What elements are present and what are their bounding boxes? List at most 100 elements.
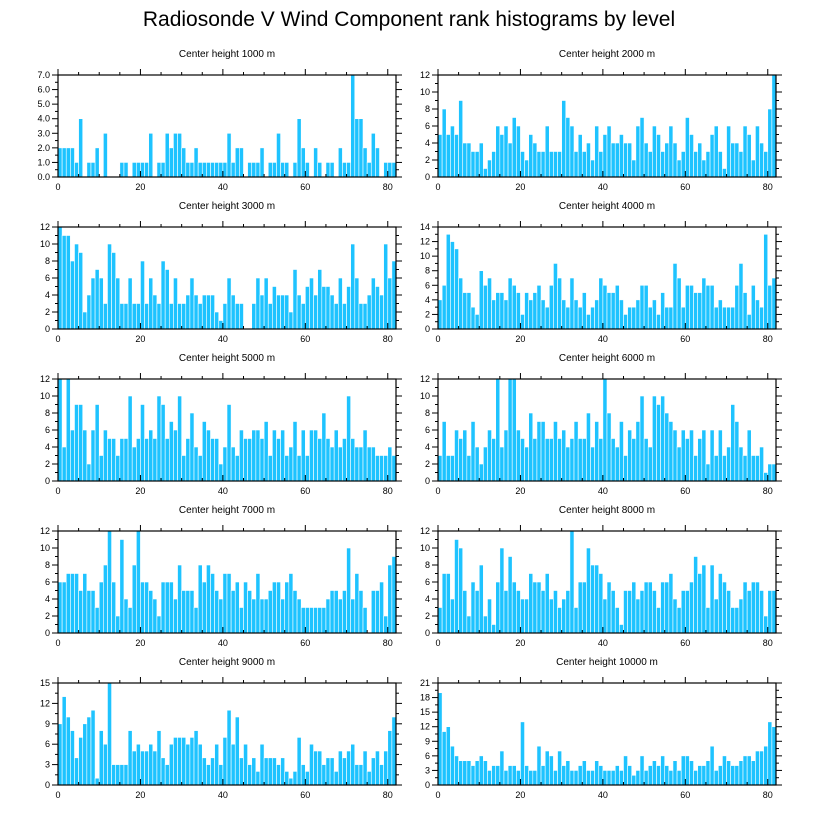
histogram-bar xyxy=(391,556,397,634)
histogram-bar xyxy=(119,539,125,634)
histogram-bar xyxy=(577,581,583,634)
histogram-bar xyxy=(511,765,517,786)
y-tick-label: 12 xyxy=(420,70,430,80)
histogram-bar xyxy=(544,438,550,482)
histogram-bar xyxy=(305,607,310,634)
histogram-bar xyxy=(726,760,731,786)
histogram-bar xyxy=(313,607,318,634)
histogram-bar xyxy=(70,573,75,634)
histogram-bar xyxy=(152,294,158,330)
histogram-bar xyxy=(536,581,542,634)
histogram-bar xyxy=(296,118,302,178)
histogram-bar xyxy=(565,306,571,330)
histogram-bar xyxy=(247,764,253,786)
y-tick-label: 10 xyxy=(420,87,430,97)
histogram-bar xyxy=(222,737,228,786)
histogram-bar xyxy=(383,455,389,482)
histogram-bar xyxy=(210,162,215,178)
histogram-bar xyxy=(738,760,744,786)
y-tick-label: 4.0 xyxy=(37,114,50,124)
histogram-bar xyxy=(685,755,690,786)
histogram-bar xyxy=(284,771,290,786)
histogram-bar xyxy=(61,696,67,786)
histogram-bar xyxy=(354,573,360,634)
histogram-bar xyxy=(333,303,339,330)
histogram-bar xyxy=(441,284,447,330)
histogram-bar xyxy=(660,395,666,482)
histogram-bar xyxy=(441,421,447,482)
histogram-bar xyxy=(697,573,703,634)
histogram-bar xyxy=(503,590,509,634)
x-tick-label: 20 xyxy=(135,486,145,496)
histogram-bar xyxy=(590,159,595,178)
histogram-bar xyxy=(309,743,314,786)
histogram-bar xyxy=(738,263,744,330)
x-tick-label: 60 xyxy=(680,182,690,192)
histogram-bar xyxy=(350,243,356,330)
y-tick-label: 6 xyxy=(425,751,430,761)
histogram-bar xyxy=(660,581,666,634)
histogram-bar xyxy=(664,765,670,786)
y-tick-label: 0 xyxy=(425,172,430,182)
panel-title: Center height 10000 m xyxy=(556,657,658,668)
histogram-bar xyxy=(251,303,257,330)
y-tick-label: 0 xyxy=(45,780,50,790)
histogram-bar xyxy=(321,412,327,482)
histogram-bar xyxy=(652,760,657,786)
x-tick-label: 80 xyxy=(763,790,773,800)
histogram-bar xyxy=(717,765,723,786)
histogram-bar xyxy=(144,162,149,178)
histogram-bar xyxy=(759,590,764,634)
histogram-bar xyxy=(181,303,187,330)
histogram-bar xyxy=(325,162,331,178)
histogram-bar xyxy=(226,277,232,330)
histogram-bar xyxy=(251,162,257,178)
histogram-bar xyxy=(548,151,554,178)
histogram-bar xyxy=(193,294,199,330)
histogram-bar xyxy=(189,162,195,178)
histogram-bar xyxy=(647,151,653,178)
histogram-bar xyxy=(478,755,484,786)
histogram-bar xyxy=(210,438,215,482)
histogram-bar xyxy=(210,757,215,786)
histogram-bar xyxy=(259,294,265,330)
histogram-bar xyxy=(516,590,521,634)
histogram-bar xyxy=(647,581,653,634)
histogram-bar xyxy=(234,147,240,178)
histogram-bar xyxy=(218,598,224,634)
histogram-bar xyxy=(57,147,63,178)
histogram-bar xyxy=(214,590,220,634)
y-tick-label: 4 xyxy=(425,295,430,305)
histogram-bar xyxy=(701,564,707,634)
y-tick-label: 12 xyxy=(40,526,50,536)
histogram-bar xyxy=(548,438,554,482)
histogram-bar xyxy=(623,755,628,786)
histogram-bar xyxy=(594,564,600,634)
histogram-bar xyxy=(131,162,137,178)
histogram-bar xyxy=(123,438,129,482)
y-tick-label: 8 xyxy=(425,408,430,418)
histogram-bar xyxy=(226,573,232,634)
histogram-bar xyxy=(532,438,538,482)
histogram-bar xyxy=(441,108,447,178)
histogram-bar xyxy=(78,737,84,786)
histogram-bar xyxy=(614,446,620,482)
histogram-bar xyxy=(689,134,694,178)
histogram-bar xyxy=(300,764,306,786)
histogram-bar xyxy=(680,755,686,786)
histogram-bar xyxy=(734,284,740,330)
histogram-bar xyxy=(366,771,372,786)
histogram-bar xyxy=(722,581,727,634)
histogram-bar xyxy=(763,745,769,786)
histogram-bar xyxy=(284,162,290,178)
histogram-bar xyxy=(263,277,269,330)
histogram-bar xyxy=(557,607,562,634)
histogram-bar xyxy=(288,446,294,482)
histogram-bar xyxy=(705,284,711,330)
histogram-bar xyxy=(272,162,277,178)
histogram-bar xyxy=(507,556,513,634)
histogram-bar xyxy=(536,421,542,482)
histogram-bar xyxy=(168,743,174,786)
histogram-bar xyxy=(284,294,290,330)
histogram-bar xyxy=(321,286,327,330)
